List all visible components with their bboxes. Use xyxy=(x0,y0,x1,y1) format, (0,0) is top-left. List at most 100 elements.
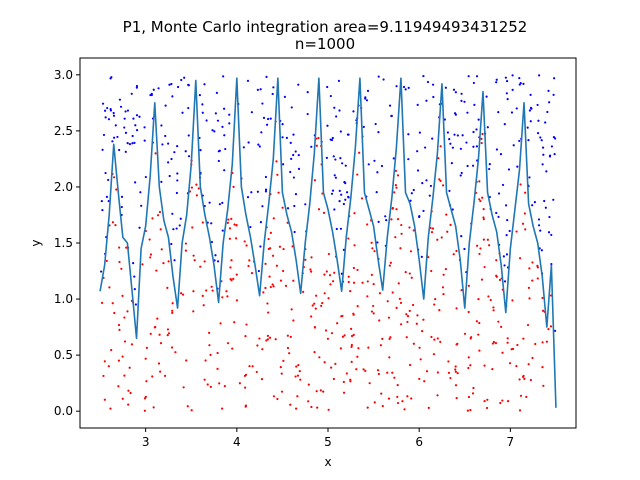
sample-point-below xyxy=(442,184,445,187)
sample-point-below xyxy=(380,392,383,395)
sample-point-above xyxy=(132,262,135,265)
sample-point-above xyxy=(367,163,370,166)
sample-point-above xyxy=(256,190,259,193)
sample-point-below xyxy=(309,268,312,271)
sample-point-above xyxy=(418,131,421,134)
sample-point-above xyxy=(184,150,187,153)
sample-point-below xyxy=(294,375,297,378)
sample-point-above xyxy=(503,264,506,267)
sample-point-above xyxy=(187,106,190,110)
y-tick-label: 2.5 xyxy=(54,124,73,138)
sample-point-above xyxy=(412,188,415,192)
sample-point-below xyxy=(100,301,104,304)
sample-point-below xyxy=(154,152,157,155)
sample-point-below xyxy=(381,404,384,408)
sample-point-above xyxy=(339,227,343,230)
sample-point-above xyxy=(135,86,138,89)
sample-point-below xyxy=(366,280,369,283)
sample-point-above xyxy=(519,82,522,85)
sample-point-below xyxy=(390,218,393,221)
sample-point-above xyxy=(347,133,350,136)
sample-point-below xyxy=(366,406,369,409)
sample-point-below xyxy=(280,372,283,375)
sample-point-below xyxy=(349,380,352,383)
sample-point-below xyxy=(105,259,108,263)
sample-point-below xyxy=(269,285,272,289)
sample-point-below xyxy=(315,294,318,297)
sample-point-below xyxy=(519,394,523,397)
sample-point-below xyxy=(109,407,112,410)
sample-point-below xyxy=(442,293,445,296)
sample-point-above xyxy=(160,124,163,127)
sample-point-below xyxy=(350,327,353,331)
sample-point-above xyxy=(111,140,114,143)
sample-point-below xyxy=(396,174,400,177)
sample-point-below xyxy=(410,397,413,400)
sample-point-below xyxy=(475,320,478,323)
sample-point-below xyxy=(275,264,279,267)
sample-point-below xyxy=(271,254,275,257)
sample-point-above xyxy=(333,208,336,211)
sample-point-above xyxy=(548,101,551,104)
sample-point-below xyxy=(388,356,391,359)
sample-point-below xyxy=(156,214,160,217)
sample-point-below xyxy=(518,378,521,381)
x-tick-label: 7 xyxy=(507,435,515,449)
sample-point-below xyxy=(342,391,346,394)
sample-point-below xyxy=(120,267,123,270)
sample-point-below xyxy=(455,307,458,310)
sample-point-below xyxy=(394,184,397,187)
sample-point-below xyxy=(167,260,170,263)
sample-point-above xyxy=(451,146,454,149)
sample-point-below xyxy=(192,254,195,257)
sample-point-above xyxy=(539,136,542,139)
sample-point-below xyxy=(286,334,289,337)
sample-point-above xyxy=(103,109,107,112)
sample-point-below xyxy=(226,342,230,345)
sample-point-below xyxy=(396,401,400,405)
sample-point-below xyxy=(469,337,472,340)
sample-point-below xyxy=(292,279,295,282)
sample-point-above xyxy=(382,78,385,81)
sample-point-above xyxy=(341,162,344,165)
sample-point-below xyxy=(186,405,189,408)
sample-point-above xyxy=(201,103,204,106)
sample-point-below xyxy=(235,224,238,227)
sample-point-above xyxy=(410,192,413,195)
sample-point-below xyxy=(441,286,445,289)
sample-point-above xyxy=(223,169,226,172)
sample-point-above xyxy=(543,199,546,203)
sample-point-below xyxy=(388,337,391,340)
sample-point-below xyxy=(442,273,445,276)
sample-point-above xyxy=(281,136,284,139)
sample-point-above xyxy=(453,133,456,136)
sample-point-below xyxy=(245,323,248,326)
sample-point-below xyxy=(297,363,300,367)
sample-point-above xyxy=(173,151,176,154)
sample-point-above xyxy=(511,74,514,77)
sample-point-below xyxy=(320,304,323,307)
sample-point-above xyxy=(339,130,342,133)
sample-point-above xyxy=(545,170,548,173)
sample-point-below xyxy=(545,340,549,343)
sample-point-below xyxy=(436,238,439,241)
sample-point-below xyxy=(519,183,522,186)
sample-point-below xyxy=(250,272,254,275)
sample-point-below xyxy=(313,179,316,182)
sample-point-above xyxy=(444,86,447,89)
sample-point-above xyxy=(257,269,260,273)
sample-point-below xyxy=(475,244,479,247)
sample-point-below xyxy=(360,197,364,200)
sample-point-below xyxy=(248,259,251,262)
sample-point-above xyxy=(224,147,227,151)
sample-point-below xyxy=(436,337,439,340)
sample-point-below xyxy=(229,277,232,281)
sample-point-above xyxy=(128,142,132,146)
sample-point-above xyxy=(553,77,556,80)
sample-point-below xyxy=(282,359,285,363)
sample-point-above xyxy=(460,99,463,102)
sample-point-above xyxy=(338,109,341,112)
sample-point-below xyxy=(166,328,170,331)
sample-point-above xyxy=(429,184,433,188)
sample-point-above xyxy=(466,164,469,168)
